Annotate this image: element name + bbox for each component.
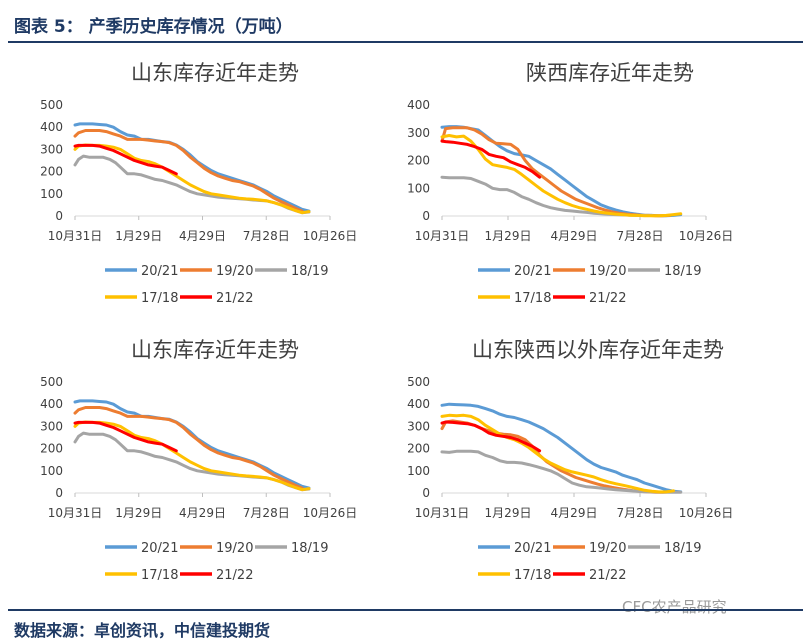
y-tick-label: 200 — [407, 442, 430, 456]
legend-label: 18/19 — [664, 264, 701, 279]
x-tick-label: 4月29日 — [179, 506, 226, 520]
x-tick-label: 4月29日 — [551, 506, 598, 520]
series-line-21-22 — [73, 420, 178, 453]
series-line-17-18 — [440, 413, 675, 494]
footer-divider — [8, 609, 803, 611]
series-line-20-21 — [440, 402, 683, 494]
series-line-17-18 — [73, 420, 311, 492]
series-line-19-20 — [440, 419, 672, 494]
legend-label: 19/20 — [589, 541, 626, 556]
y-tick-label: 100 — [407, 181, 430, 195]
y-tick-label: 100 — [407, 464, 430, 478]
legend-label: 17/18 — [141, 291, 178, 306]
series-line-18-19 — [440, 449, 683, 494]
y-tick-label: 400 — [40, 397, 63, 411]
x-tick-label: 10月26日 — [303, 229, 358, 243]
data-source: 数据来源：卓创资讯，中信建投期货 — [14, 621, 271, 640]
legend-label: 19/20 — [216, 264, 253, 279]
y-tick-label: 200 — [40, 165, 63, 179]
x-tick-label: 10月26日 — [303, 506, 358, 520]
series-line-21-22 — [440, 139, 542, 179]
legend-label: 21/22 — [589, 568, 626, 583]
legend-label: 18/19 — [291, 264, 328, 279]
chart-3: 山东库存近年走势 0 100 200 300 400 500 10月31日 1月29日 4月29日… — [40, 338, 357, 583]
x-tick-label: 4月29日 — [179, 229, 226, 243]
x-tick-label: 10月31日 — [48, 506, 103, 520]
x-tick-label: 10月26日 — [679, 229, 734, 243]
header-divider — [8, 41, 803, 43]
series-line-21-22 — [440, 420, 542, 453]
x-tick-label: 1月29日 — [115, 506, 162, 520]
y-tick-label: 0 — [422, 486, 430, 500]
y-tick-label: 200 — [40, 442, 63, 456]
y-tick-label: 500 — [40, 98, 63, 112]
chart-title: 山东库存近年走势 — [131, 61, 299, 85]
legend-label: 18/19 — [291, 541, 328, 556]
legend-label: 20/21 — [141, 264, 178, 279]
y-tick-label: 0 — [422, 209, 430, 223]
series-line-17-18 — [440, 134, 683, 218]
y-tick-label: 500 — [407, 375, 430, 389]
y-tick-label: 300 — [407, 126, 430, 140]
y-tick-label: 0 — [55, 486, 63, 500]
x-tick-label: 7月28日 — [243, 506, 290, 520]
chart-title: 山东陕西以外库存近年走势 — [472, 338, 724, 362]
series-line-20-21 — [73, 122, 311, 213]
legend-label: 19/20 — [216, 541, 253, 556]
x-tick-label: 7月28日 — [617, 506, 664, 520]
legend-label: 20/21 — [141, 541, 178, 556]
y-tick-label: 300 — [40, 419, 63, 433]
series-line-21-22 — [73, 143, 178, 176]
legend-label: 21/22 — [216, 291, 253, 306]
series-line-20-21 — [73, 399, 311, 490]
y-tick-label: 400 — [40, 120, 63, 134]
y-tick-label: 100 — [40, 187, 63, 201]
series-line-19-20 — [73, 129, 304, 213]
y-tick-label: 500 — [40, 375, 63, 389]
chart-1: 山东库存近年走势 0 100 200 300 400 500 10月31日 1月29日 4月29日… — [40, 61, 357, 306]
legend-label: 17/18 — [514, 291, 551, 306]
x-tick-label: 1月29日 — [115, 229, 162, 243]
legend-label: 19/20 — [589, 264, 626, 279]
y-tick-label: 200 — [407, 154, 430, 168]
x-tick-label: 10月31日 — [415, 229, 470, 243]
x-tick-label: 1月29日 — [485, 506, 532, 520]
y-tick-label: 300 — [407, 419, 430, 433]
y-tick-label: 300 — [40, 142, 63, 156]
legend-label: 17/18 — [514, 568, 551, 583]
chart-title: 山东库存近年走势 — [131, 338, 299, 362]
legend-label: 17/18 — [141, 568, 178, 583]
chart-2: 陕西库存近年走势 0 100 200 300 400 10月31日 1月29日 4月29日 7月2… — [407, 61, 733, 306]
legend-label: 21/22 — [589, 291, 626, 306]
x-tick-label: 7月28日 — [617, 229, 664, 243]
series-line-17-18 — [73, 143, 311, 215]
chart-title: 陕西库存近年走势 — [526, 61, 694, 85]
y-tick-label: 400 — [407, 98, 430, 112]
figure-title: 图表 5： 产季历史库存情况（万吨） — [14, 17, 293, 37]
x-tick-label: 10月31日 — [415, 506, 470, 520]
x-tick-label: 7月28日 — [243, 229, 290, 243]
x-tick-label: 10月26日 — [679, 506, 734, 520]
legend-label: 20/21 — [514, 264, 551, 279]
legend-label: 21/22 — [216, 568, 253, 583]
x-tick-label: 10月31日 — [48, 229, 103, 243]
legend-label: 20/21 — [514, 541, 551, 556]
y-tick-label: 100 — [40, 464, 63, 478]
chart-4: 山东陕西以外库存近年走势 0 100 200 300 400 500 10月31日 1月29日 4… — [407, 338, 733, 583]
figure-header: 图表 5： 产季历史库存情况（万吨） — [0, 0, 811, 44]
series-line-19-20 — [73, 406, 304, 490]
legend-label: 18/19 — [664, 541, 701, 556]
y-tick-label: 400 — [407, 397, 430, 411]
x-tick-label: 1月29日 — [485, 229, 532, 243]
watermark-text: CFC农产品研究 — [622, 598, 727, 616]
x-tick-label: 4月29日 — [551, 229, 598, 243]
y-tick-label: 0 — [55, 209, 63, 223]
